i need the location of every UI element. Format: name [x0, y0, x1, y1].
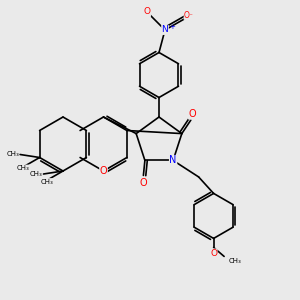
Text: CH₃: CH₃ — [229, 258, 242, 264]
Text: CH₃: CH₃ — [7, 152, 19, 158]
Text: +: + — [169, 24, 175, 30]
Text: N: N — [169, 155, 177, 165]
Text: O: O — [143, 8, 151, 16]
Text: O: O — [188, 109, 196, 119]
Text: O: O — [140, 178, 147, 188]
Text: N: N — [162, 26, 168, 34]
Text: O⁻: O⁻ — [184, 11, 194, 20]
Text: O: O — [100, 166, 107, 176]
Text: CH₃: CH₃ — [40, 178, 53, 184]
Text: CH₃: CH₃ — [17, 165, 30, 171]
Text: O: O — [210, 249, 217, 258]
Text: CH₃: CH₃ — [30, 171, 43, 177]
